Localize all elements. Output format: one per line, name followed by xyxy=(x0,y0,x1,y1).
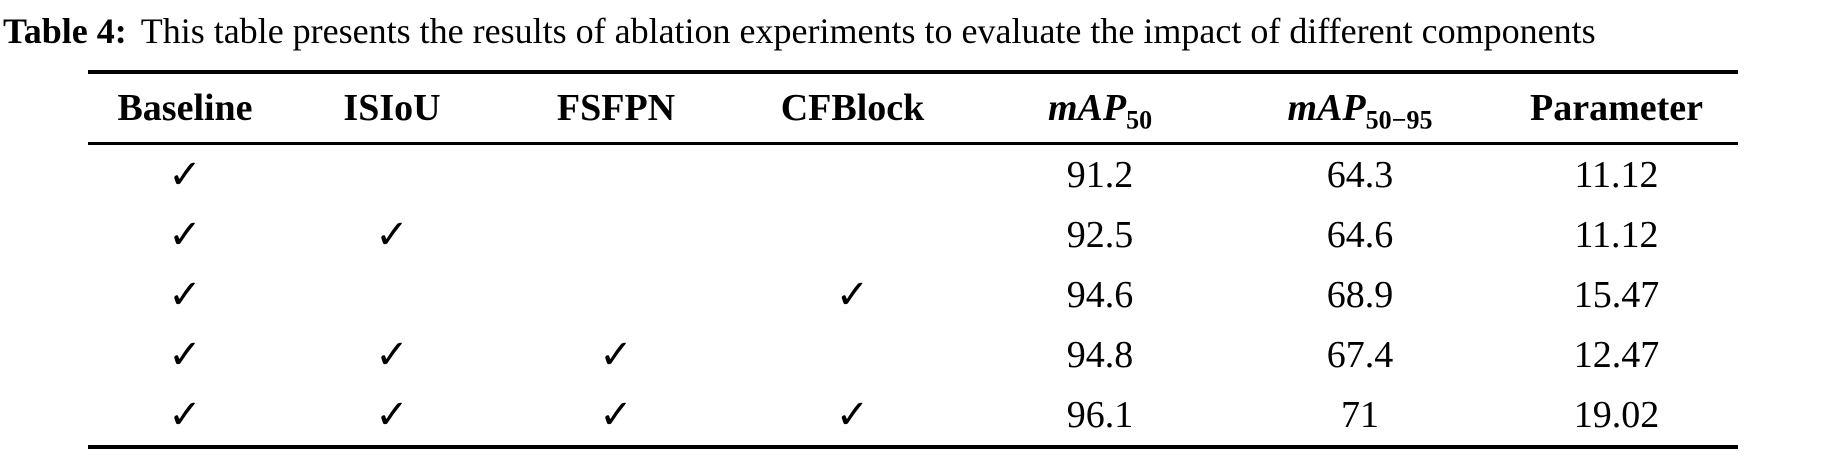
table-row: ✓ ✓ ✓ 94.8 67.4 12.47 xyxy=(88,325,1738,385)
empty-cell xyxy=(502,205,730,265)
value-cell: 64.6 xyxy=(1326,214,1394,256)
value-cell: 68.9 xyxy=(1326,274,1394,316)
column-header-parameter: Parameter xyxy=(1495,72,1738,145)
column-header-map50: mAP50 xyxy=(975,72,1225,145)
value-cell: 11.12 xyxy=(1574,154,1659,196)
table-caption: Table 4: This table presents the results … xyxy=(0,0,1826,56)
column-header-cfblock: CFBlock xyxy=(730,72,975,145)
value-cell: 71 xyxy=(1341,394,1379,436)
column-header-isiou: ISIoU xyxy=(282,72,502,145)
empty-cell xyxy=(502,144,730,206)
empty-cell xyxy=(502,265,730,325)
value-cell: 67.4 xyxy=(1326,334,1394,376)
empty-cell xyxy=(282,144,502,206)
caption-text: This table presents the results of ablat… xyxy=(140,11,1596,51)
ablation-table: Baseline ISIoU FSFPN CFBlock mAP50 mAP50… xyxy=(88,70,1738,449)
table-header: Baseline ISIoU FSFPN CFBlock mAP50 mAP50… xyxy=(88,72,1738,145)
value-cell: 64.3 xyxy=(1326,154,1394,196)
table-row: ✓ ✓ ✓ ✓ 96.1 71 19.02 xyxy=(88,385,1738,447)
column-header-fsfpn: FSFPN xyxy=(502,72,730,145)
empty-cell xyxy=(730,325,975,385)
checkmark-icon: ✓ xyxy=(168,332,202,378)
map50-subscript: 50 xyxy=(1126,105,1153,135)
empty-cell xyxy=(730,144,975,206)
value-cell: 15.47 xyxy=(1573,274,1660,316)
table-body: ✓ 91.2 64.3 11.12 ✓ ✓ 92.5 64.6 11.12 ✓ ✓ 94.6 68.9 1… xyxy=(88,144,1738,448)
map50-95-symbol: mAP xyxy=(1287,87,1366,129)
checkmark-icon: ✓ xyxy=(168,392,202,438)
value-cell: 19.02 xyxy=(1573,394,1660,436)
checkmark-icon: ✓ xyxy=(168,212,202,258)
table-row: ✓ ✓ 92.5 64.6 11.12 xyxy=(88,205,1738,265)
empty-cell xyxy=(282,265,502,325)
value-cell: 12.47 xyxy=(1573,334,1660,376)
checkmark-icon: ✓ xyxy=(168,152,202,198)
value-cell: 96.1 xyxy=(1066,394,1134,436)
column-header-map50-95: mAP50−95 xyxy=(1225,72,1495,145)
value-cell: 92.5 xyxy=(1066,214,1134,256)
checkmark-icon: ✓ xyxy=(835,272,870,318)
checkmark-icon: ✓ xyxy=(375,392,409,438)
checkmark-icon: ✓ xyxy=(599,332,633,378)
checkmark-icon: ✓ xyxy=(835,392,870,438)
caption-label: Table 4: xyxy=(3,11,127,51)
value-cell: 94.6 xyxy=(1066,274,1134,316)
value-cell: 94.8 xyxy=(1066,334,1134,376)
empty-cell xyxy=(730,205,975,265)
checkmark-icon: ✓ xyxy=(375,212,409,258)
checkmark-icon: ✓ xyxy=(375,332,409,378)
header-row: Baseline ISIoU FSFPN CFBlock mAP50 mAP50… xyxy=(88,72,1738,145)
table-row: ✓ 91.2 64.3 11.12 xyxy=(88,144,1738,206)
checkmark-icon: ✓ xyxy=(168,272,202,318)
map50-symbol: mAP xyxy=(1047,87,1127,129)
map50-95-subscript: 50−95 xyxy=(1365,105,1433,135)
checkmark-icon: ✓ xyxy=(599,392,633,438)
value-cell: 91.2 xyxy=(1066,154,1134,196)
column-header-baseline: Baseline xyxy=(88,72,282,145)
value-cell: 11.12 xyxy=(1574,214,1659,256)
table-row: ✓ ✓ 94.6 68.9 15.47 xyxy=(88,265,1738,325)
